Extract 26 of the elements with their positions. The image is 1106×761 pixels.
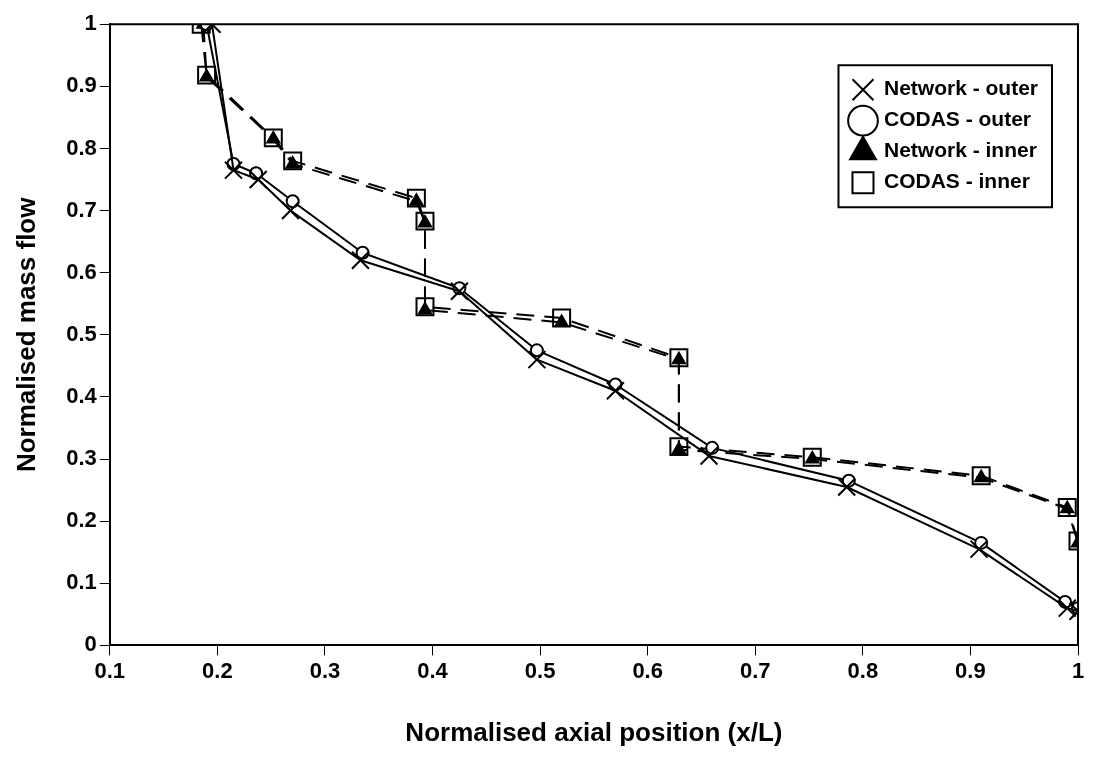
legend-label: Network - outer: [883, 76, 1038, 100]
x-tick-label: 0.4: [417, 657, 449, 683]
x-tick-label: 1: [1071, 657, 1085, 683]
y-tick-label: 0.4: [66, 382, 98, 408]
y-tick-label: 0.8: [66, 134, 97, 160]
y-tick-label: 0.3: [66, 445, 97, 471]
y-tick-label: 1: [84, 10, 97, 36]
legend-label: CODAS - outer: [883, 107, 1031, 131]
legend-label: CODAS - inner: [883, 169, 1030, 193]
y-tick-label: 0.7: [66, 196, 97, 222]
y-tick-label: 0.9: [66, 72, 97, 98]
y-tick-label: 0.2: [66, 507, 97, 533]
x-axis-title: Normalised axial position (x/L): [405, 716, 783, 747]
x-tick-label: 0.9: [955, 657, 986, 683]
x-tick-label: 0.3: [309, 657, 341, 683]
y-tick-label: 0.1: [66, 569, 97, 595]
x-tick-label: 0.2: [202, 657, 233, 683]
y-axis-title: Normalised mass flow: [10, 196, 41, 473]
x-tick-label: 0.8: [847, 657, 879, 683]
x-tick-label: 0.5: [524, 657, 556, 683]
x-tick-label: 0.7: [739, 657, 771, 683]
y-tick-label: 0.5: [66, 320, 97, 346]
legend-label: Network - inner: [883, 138, 1037, 162]
y-tick-label: 0: [84, 631, 97, 657]
x-tick-label: 0.6: [632, 657, 663, 683]
y-tick-label: 0.6: [66, 258, 97, 284]
